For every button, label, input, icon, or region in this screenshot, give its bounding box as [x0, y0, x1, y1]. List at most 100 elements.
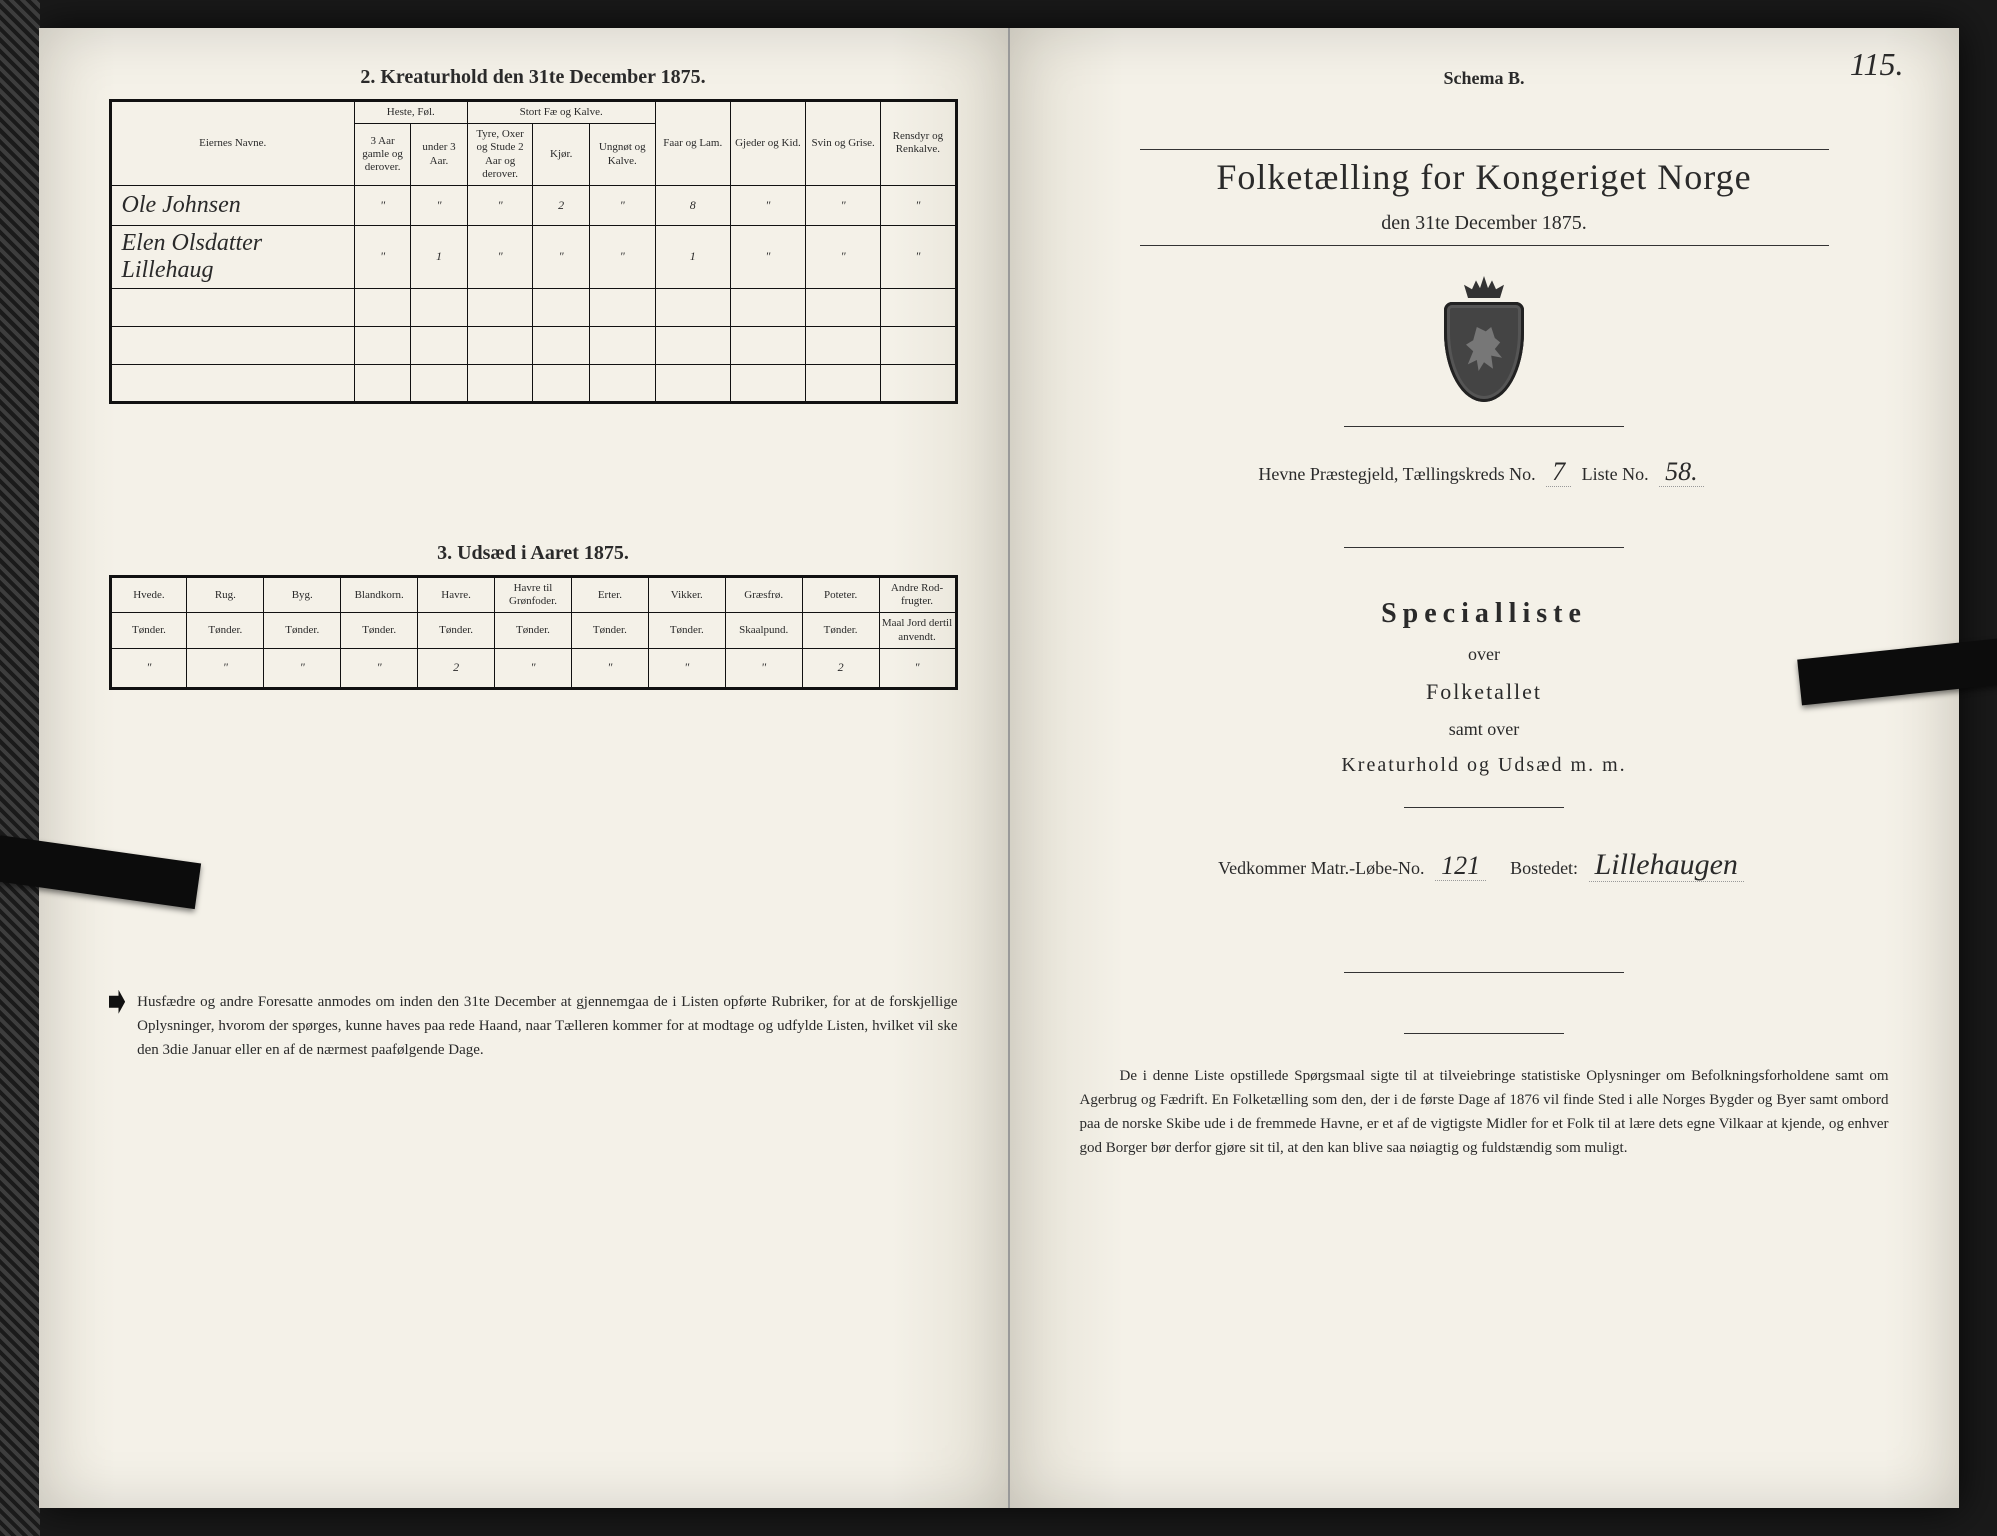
right-page: 115. Schema B. Folketælling for Kongerig…: [1010, 28, 1959, 1508]
footnote-block: Husfædre og andre Foresatte anmodes om i…: [109, 990, 958, 1062]
schema-label: Schema B.: [1060, 68, 1909, 89]
col: Hvede.: [110, 576, 187, 612]
page-number: 115.: [1850, 46, 1904, 83]
col: Erter.: [571, 576, 648, 612]
liste-label: Liste No.: [1582, 464, 1649, 484]
divider: [1140, 149, 1829, 150]
col-svin: Svin og Grise.: [806, 101, 881, 186]
cell: ": [264, 648, 341, 688]
line-folketallet: Folketallet: [1060, 679, 1909, 705]
kreaturhold-table: Eiernes Navne. Heste, Føl. Stort Fæ og K…: [109, 99, 958, 404]
unit: Tønder.: [648, 613, 725, 648]
cell: 2: [418, 648, 495, 688]
divider: [1344, 426, 1624, 427]
line-samtover: samt over: [1060, 719, 1909, 740]
left-page: 2. Kreaturhold den 31te December 1875. E…: [39, 28, 1010, 1508]
unit: Tønder.: [418, 613, 495, 648]
cell: ": [730, 225, 805, 288]
main-title: Folketælling for Kongeriget Norge: [1060, 156, 1909, 198]
table-row: " " " " 2 " " " " 2 ": [110, 648, 956, 688]
cell: ": [648, 648, 725, 688]
bostedet-label: Bostedet:: [1510, 858, 1578, 878]
cell: ": [187, 648, 264, 688]
unit: Maal Jord dertil anvendt.: [879, 613, 956, 648]
udsaed-table: Hvede. Rug. Byg. Blandkorn. Havre. Havre…: [109, 575, 958, 690]
col: Poteter.: [802, 576, 879, 612]
col-fae2: Kjør.: [533, 124, 589, 186]
unit: Tønder.: [264, 613, 341, 648]
table-row: Elen Olsdatter Lillehaug " 1 " " " 1 " "…: [110, 225, 956, 288]
cell: ": [879, 648, 956, 688]
divider: [1404, 807, 1564, 808]
right-footnote: De i denne Liste opstillede Spørgsmaal s…: [1080, 1064, 1889, 1160]
specialliste-title: Specialliste: [1060, 598, 1909, 630]
cell: 2: [533, 185, 589, 225]
divider: [1140, 245, 1829, 246]
cell: ": [589, 185, 655, 225]
matr-label: Vedkommer Matr.-Løbe-No.: [1218, 858, 1424, 878]
col-fae1: Tyre, Oxer og Stude 2 Aar og derover.: [467, 124, 533, 186]
col-stortfae: Stort Fæ og Kalve.: [467, 101, 655, 124]
section3-title: 3. Udsæd i Aaret 1875.: [109, 542, 958, 565]
section2-title: 2. Kreaturhold den 31te December 1875.: [109, 66, 958, 89]
cell: ": [110, 648, 187, 688]
col: Vikker.: [648, 576, 725, 612]
cell: ": [571, 648, 648, 688]
parish-prefix: Hevne Præstegjeld, Tællingskreds No.: [1258, 464, 1535, 484]
cell: ": [467, 185, 533, 225]
table-row-empty: [110, 326, 956, 364]
cell: ": [354, 225, 410, 288]
unit: Tønder.: [495, 613, 572, 648]
cell: ": [533, 225, 589, 288]
cell: ": [725, 648, 802, 688]
line-over: over: [1060, 644, 1909, 665]
cell: ": [411, 185, 467, 225]
unit: Tønder.: [341, 613, 418, 648]
cell: ": [881, 225, 956, 288]
matr-line: Vedkommer Matr.-Løbe-No. 121 Bostedet: L…: [1060, 848, 1909, 882]
col-faar: Faar og Lam.: [655, 101, 730, 186]
col: Rug.: [187, 576, 264, 612]
sub-title: den 31te December 1875.: [1060, 212, 1909, 235]
col: Havre til Grønfoder.: [495, 576, 572, 612]
col: Græsfrø.: [725, 576, 802, 612]
cell: ": [354, 185, 410, 225]
cell: ": [589, 225, 655, 288]
table-row-empty: [110, 364, 956, 402]
unit: Skaalpund.: [725, 613, 802, 648]
book-spread: 2. Kreaturhold den 31te December 1875. E…: [39, 28, 1959, 1508]
cell-name: Ole Johnsen: [110, 185, 354, 225]
divider: [1404, 1033, 1564, 1034]
unit: Tønder.: [802, 613, 879, 648]
cell: ": [806, 225, 881, 288]
cell-name: Elen Olsdatter Lillehaug: [110, 225, 354, 288]
cell: ": [730, 185, 805, 225]
col: Blandkorn.: [341, 576, 418, 612]
col-name: Eiernes Navne.: [110, 101, 354, 186]
matr-no: 121: [1435, 851, 1486, 881]
col: Byg.: [264, 576, 341, 612]
liste-value: 58.: [1659, 457, 1704, 487]
unit: Tønder.: [110, 613, 187, 648]
pointer-hand-icon: [109, 990, 126, 1014]
binding-edge: [0, 0, 40, 1536]
col-fae3: Ungnøt og Kalve.: [589, 124, 655, 186]
coat-of-arms-icon: [1434, 276, 1534, 406]
unit: Tønder.: [187, 613, 264, 648]
divider: [1344, 547, 1624, 548]
col: Andre Rod-frugter.: [879, 576, 956, 612]
line-kreatur: Kreaturhold og Udsæd m. m.: [1060, 754, 1909, 777]
parish-line: Hevne Præstegjeld, Tællingskreds No. 7 L…: [1060, 457, 1909, 487]
cell: 2: [802, 648, 879, 688]
table-row: Ole Johnsen " " " 2 " 8 " " ": [110, 185, 956, 225]
col-heste1: 3 Aar gamle og derover.: [354, 124, 410, 186]
table-row-empty: [110, 288, 956, 326]
cell: 1: [655, 225, 730, 288]
col-gjeder: Gjeder og Kid.: [730, 101, 805, 186]
left-footnote: Husfædre og andre Foresatte anmodes om i…: [137, 990, 957, 1062]
cell: 8: [655, 185, 730, 225]
col-heste2: under 3 Aar.: [411, 124, 467, 186]
col-heste: Heste, Føl.: [354, 101, 467, 124]
divider: [1344, 972, 1624, 973]
cell: ": [806, 185, 881, 225]
